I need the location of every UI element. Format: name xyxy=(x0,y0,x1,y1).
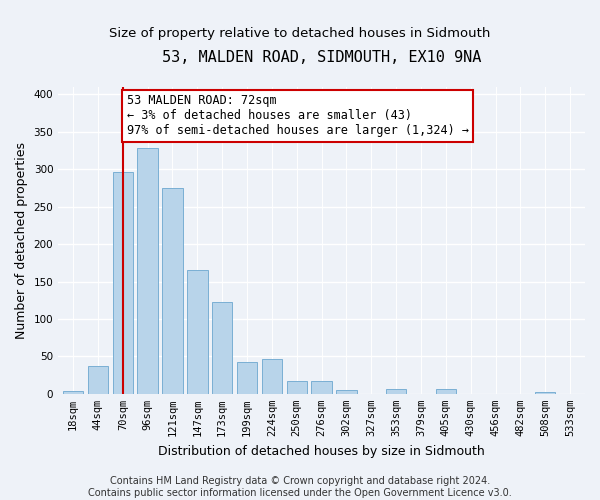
Bar xyxy=(336,390,356,394)
Bar xyxy=(436,390,456,394)
Bar xyxy=(386,390,406,394)
Bar xyxy=(113,172,133,394)
X-axis label: Distribution of detached houses by size in Sidmouth: Distribution of detached houses by size … xyxy=(158,444,485,458)
Title: 53, MALDEN ROAD, SIDMOUTH, EX10 9NA: 53, MALDEN ROAD, SIDMOUTH, EX10 9NA xyxy=(162,50,481,65)
Bar xyxy=(287,381,307,394)
Y-axis label: Number of detached properties: Number of detached properties xyxy=(15,142,28,339)
Bar xyxy=(162,188,182,394)
Bar xyxy=(63,391,83,394)
Text: Contains HM Land Registry data © Crown copyright and database right 2024.
Contai: Contains HM Land Registry data © Crown c… xyxy=(88,476,512,498)
Text: Size of property relative to detached houses in Sidmouth: Size of property relative to detached ho… xyxy=(109,28,491,40)
Bar xyxy=(137,148,158,394)
Bar xyxy=(88,366,108,394)
Bar xyxy=(535,392,556,394)
Bar xyxy=(237,362,257,394)
Bar xyxy=(311,381,332,394)
Text: 53 MALDEN ROAD: 72sqm
← 3% of detached houses are smaller (43)
97% of semi-detac: 53 MALDEN ROAD: 72sqm ← 3% of detached h… xyxy=(127,94,469,138)
Bar xyxy=(187,270,208,394)
Bar xyxy=(262,360,282,394)
Bar xyxy=(212,302,232,394)
